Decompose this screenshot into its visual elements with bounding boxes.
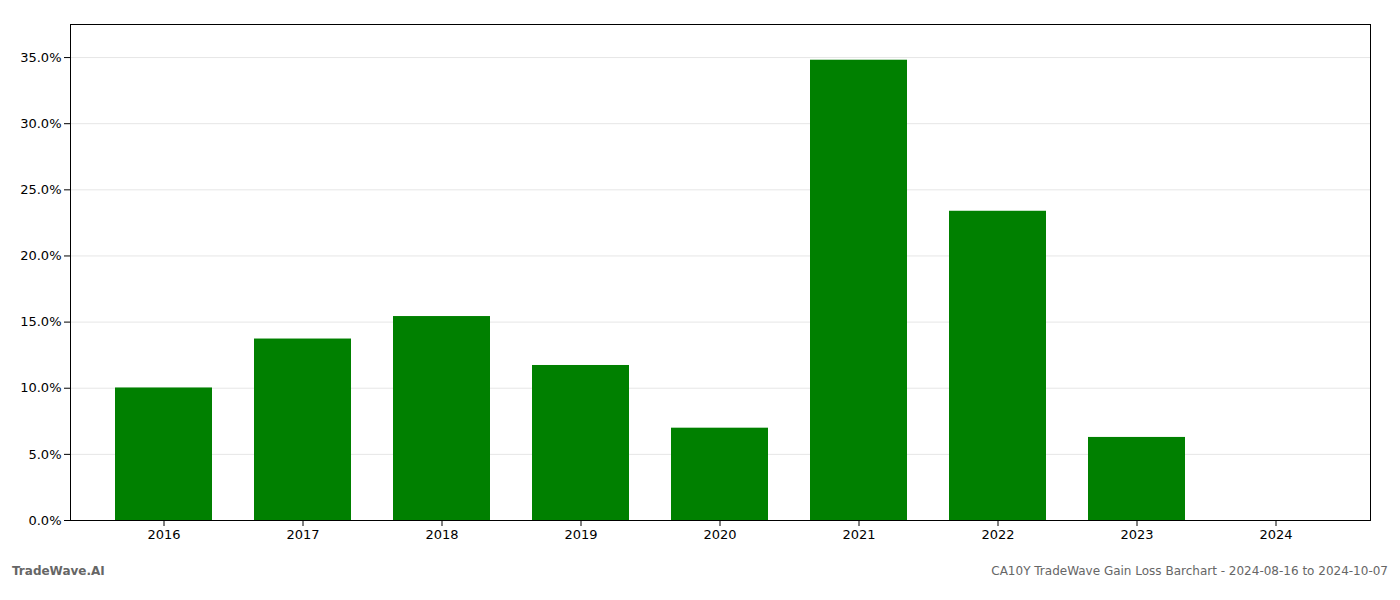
svg-text:2022: 2022 xyxy=(981,527,1014,542)
svg-text:25.0%: 25.0% xyxy=(20,182,61,197)
svg-text:2021: 2021 xyxy=(842,527,875,542)
svg-text:2018: 2018 xyxy=(425,527,458,542)
svg-text:5.0%: 5.0% xyxy=(28,447,61,462)
svg-text:2024: 2024 xyxy=(1259,527,1292,542)
html-text:CA10Y TradeWave Gain Loss Barc: CA10Y TradeWave Gain Loss Barchart - 202… xyxy=(991,564,1388,578)
svg-text:35.0%: 35.0% xyxy=(20,50,61,65)
svg-text:15.0%: 15.0% xyxy=(20,314,61,329)
html-text:TradeWave.AI: TradeWave.AI xyxy=(12,564,105,578)
svg-text:2023: 2023 xyxy=(1120,527,1153,542)
svg-text:2019: 2019 xyxy=(564,527,597,542)
svg-text:0.0%: 0.0% xyxy=(28,513,61,528)
svg-text:10.0%: 10.0% xyxy=(20,380,61,395)
svg-text:2016: 2016 xyxy=(147,527,180,542)
svg-text:20.0%: 20.0% xyxy=(20,248,61,263)
svg-text:2020: 2020 xyxy=(703,527,736,542)
svg-text:2017: 2017 xyxy=(286,527,319,542)
svg-text:30.0%: 30.0% xyxy=(20,116,61,131)
